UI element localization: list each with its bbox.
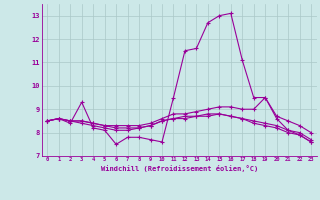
X-axis label: Windchill (Refroidissement éolien,°C): Windchill (Refroidissement éolien,°C) bbox=[100, 165, 258, 172]
